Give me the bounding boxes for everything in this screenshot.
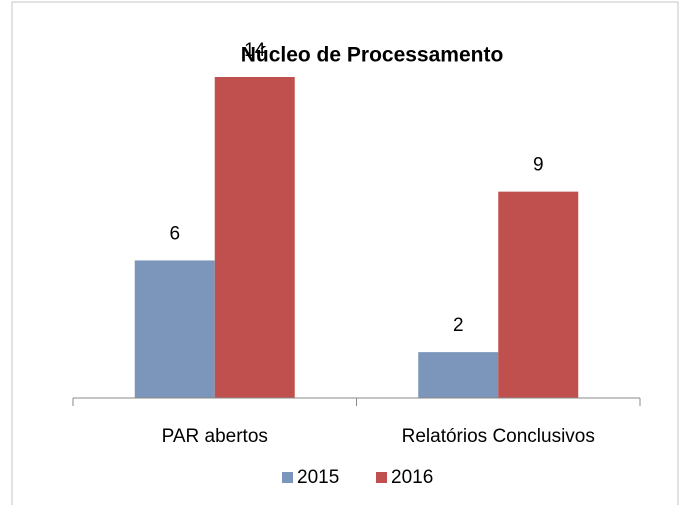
data-label: 2 xyxy=(453,315,464,336)
chart-frame xyxy=(11,1,679,505)
data-label: 9 xyxy=(533,155,544,176)
data-label: 6 xyxy=(169,223,180,244)
bar xyxy=(418,352,499,398)
legend-swatch xyxy=(376,472,387,483)
bar xyxy=(134,260,215,398)
legend-swatch xyxy=(282,472,293,483)
bar xyxy=(498,191,579,398)
legend-label: 2016 xyxy=(391,467,433,488)
data-label: 14 xyxy=(244,40,266,61)
x-tick-label: Relatórios Conclusivos xyxy=(402,426,595,447)
bar xyxy=(214,77,295,398)
legend-label: 2015 xyxy=(297,467,339,488)
x-tick-label: PAR abertos xyxy=(162,426,268,447)
chart-title: Núcleo de Processamento xyxy=(241,44,504,67)
